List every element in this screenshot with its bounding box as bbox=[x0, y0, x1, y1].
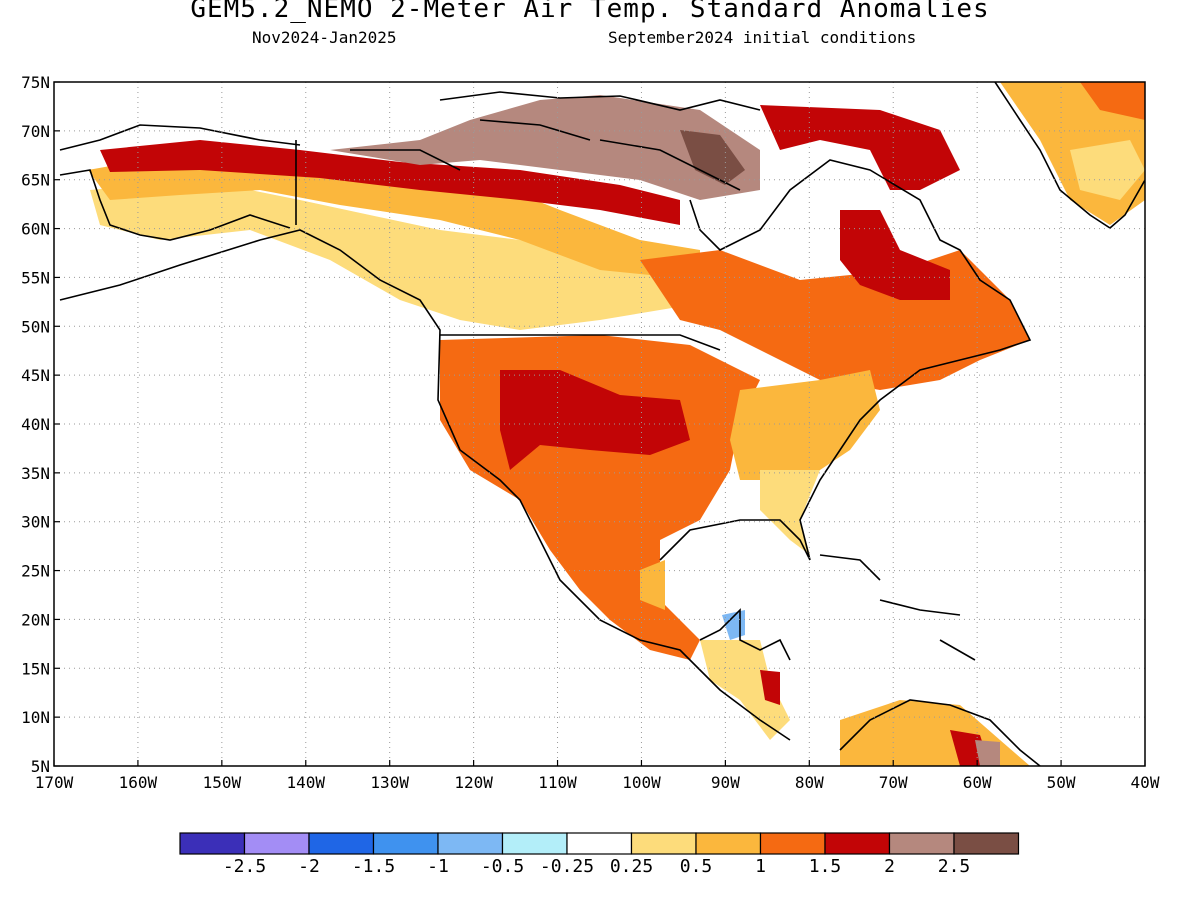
lat-tick-label: 70N bbox=[21, 122, 50, 141]
coastline-caribbean bbox=[819, 554, 976, 661]
colorbar-label: 2.5 bbox=[938, 856, 971, 877]
lon-tick-label: 130W bbox=[370, 773, 409, 792]
lat-tick-label: 5N bbox=[31, 757, 50, 776]
colorbar: -2.5 -2 -1.5 -1 -0.5 -0.25 0.25 0.5 1 1.5 2 2.5 bbox=[179, 832, 1020, 877]
anomaly-patch-orange-mexico bbox=[520, 500, 700, 660]
anomaly-patch-orange-south-america bbox=[840, 700, 1030, 766]
anomaly-patch-red-honduras bbox=[760, 670, 780, 705]
lon-tick-label: 110W bbox=[538, 773, 577, 792]
colorbar-label: 1 bbox=[755, 856, 766, 877]
lon-tick-label: 160W bbox=[119, 773, 158, 792]
lat-tick-label: 15N bbox=[21, 659, 50, 678]
coastline-north-america bbox=[59, 159, 1032, 741]
lat-tick-label: 45N bbox=[21, 366, 50, 385]
lat-tick-label: 55N bbox=[21, 268, 50, 287]
forecast-period: Nov2024-Jan2025 bbox=[252, 28, 397, 47]
anomaly-patch-greenland-darkorange bbox=[1080, 82, 1145, 120]
map-grid bbox=[53, 81, 1146, 767]
colorbar-label: 2 bbox=[884, 856, 895, 877]
colorbar-label: 0.5 bbox=[680, 856, 713, 877]
lat-tick-label: 25N bbox=[21, 562, 50, 581]
colorbar-label: -0.25 bbox=[540, 856, 594, 877]
lat-tick-label: 65N bbox=[21, 171, 50, 190]
coastline-greenland bbox=[994, 82, 1145, 229]
colorbar-swatch bbox=[372, 832, 439, 855]
colorbar-swatch bbox=[566, 832, 633, 855]
anomaly-patch-brown-arctic-islands bbox=[330, 95, 760, 200]
lat-tick-label: 50N bbox=[21, 317, 50, 336]
lon-tick-label: 170W bbox=[35, 773, 74, 792]
colorbar-label: -1.5 bbox=[352, 856, 395, 877]
anomaly-patch-red-quebec bbox=[840, 210, 950, 300]
lat-tick-label: 20N bbox=[21, 610, 50, 629]
anomaly-patch-brown-venezuela bbox=[975, 740, 1000, 766]
anomaly-patch-greenland-yellow bbox=[1070, 140, 1145, 200]
anomaly-patch-darkbrown-baffin bbox=[680, 130, 745, 185]
map-title: GEM5.2_NEMO 2-Meter Air Temp. Standard A… bbox=[190, 0, 990, 24]
anomaly-patch-yellow-northwest bbox=[90, 180, 720, 330]
colorbar-label: -1 bbox=[427, 856, 449, 877]
lon-tick-label: 100W bbox=[622, 773, 661, 792]
colorbar-swatch bbox=[437, 832, 504, 855]
colorbar-swatch bbox=[179, 832, 246, 855]
lat-tick-label: 30N bbox=[21, 513, 50, 532]
lon-tick-label: 50W bbox=[1047, 773, 1076, 792]
colorbar-swatch bbox=[695, 832, 762, 855]
lon-tick-label: 40W bbox=[1131, 773, 1160, 792]
lon-tick-label: 70W bbox=[879, 773, 908, 792]
coastlines bbox=[59, 82, 1145, 766]
longitude-labels: 170W 160W 150W 140W 130W 120W 110W 100W 90W 80W 70… bbox=[35, 773, 1160, 792]
lat-tick-label: 40N bbox=[21, 415, 50, 434]
coastline-alaska bbox=[59, 124, 301, 241]
map-frame bbox=[53, 81, 1146, 767]
colorbar-label: -2 bbox=[298, 856, 320, 877]
coastline-arctic-islands bbox=[350, 91, 761, 191]
colorbar-swatch bbox=[824, 832, 891, 855]
colorbar-label: 1.5 bbox=[809, 856, 842, 877]
colorbar-swatch bbox=[308, 832, 375, 855]
colorbar-label: 0.25 bbox=[610, 856, 653, 877]
latitude-labels: 75N 70N 65N 60N 55N 50N 45N 40N 35N 30N 25N 20N 15N 1… bbox=[21, 73, 50, 776]
lat-tick-label: 35N bbox=[21, 464, 50, 483]
coastline-south-america bbox=[839, 699, 1041, 766]
anomaly-patch-lightyellow-southeast bbox=[760, 470, 820, 555]
anomaly-patch-yellow-us-east bbox=[730, 370, 880, 480]
anomaly-field bbox=[60, 82, 1145, 766]
lat-tick-label: 75N bbox=[21, 73, 50, 92]
anomaly-patch-orange-alaska bbox=[88, 150, 700, 280]
lon-tick-label: 90W bbox=[711, 773, 740, 792]
lon-tick-label: 120W bbox=[454, 773, 493, 792]
lat-tick-label: 60N bbox=[21, 220, 50, 239]
colorbar-swatch bbox=[953, 832, 1020, 855]
lon-tick-label: 80W bbox=[795, 773, 824, 792]
initial-conditions: September2024 initial conditions bbox=[608, 28, 917, 47]
colorbar-swatch bbox=[888, 832, 955, 855]
anomaly-patch-red-hudson-north bbox=[760, 105, 960, 190]
colorbar-swatch bbox=[501, 832, 568, 855]
lon-tick-label: 60W bbox=[963, 773, 992, 792]
lon-tick-label: 150W bbox=[203, 773, 242, 792]
anomaly-patch-yellow-central-america bbox=[700, 640, 790, 740]
colorbar-label: -2.5 bbox=[223, 856, 266, 877]
lat-tick-label: 10N bbox=[21, 708, 50, 727]
lon-tick-label: 140W bbox=[287, 773, 326, 792]
anomaly-patch-yellow-mexico bbox=[640, 560, 665, 610]
colorbar-label: -0.5 bbox=[481, 856, 524, 877]
colorbar-swatch bbox=[759, 832, 826, 855]
colorbar-swatch bbox=[630, 832, 697, 855]
anomaly-patch-red-central-us bbox=[500, 370, 690, 470]
colorbar-swatch bbox=[243, 832, 310, 855]
us-canada-border bbox=[295, 140, 721, 351]
